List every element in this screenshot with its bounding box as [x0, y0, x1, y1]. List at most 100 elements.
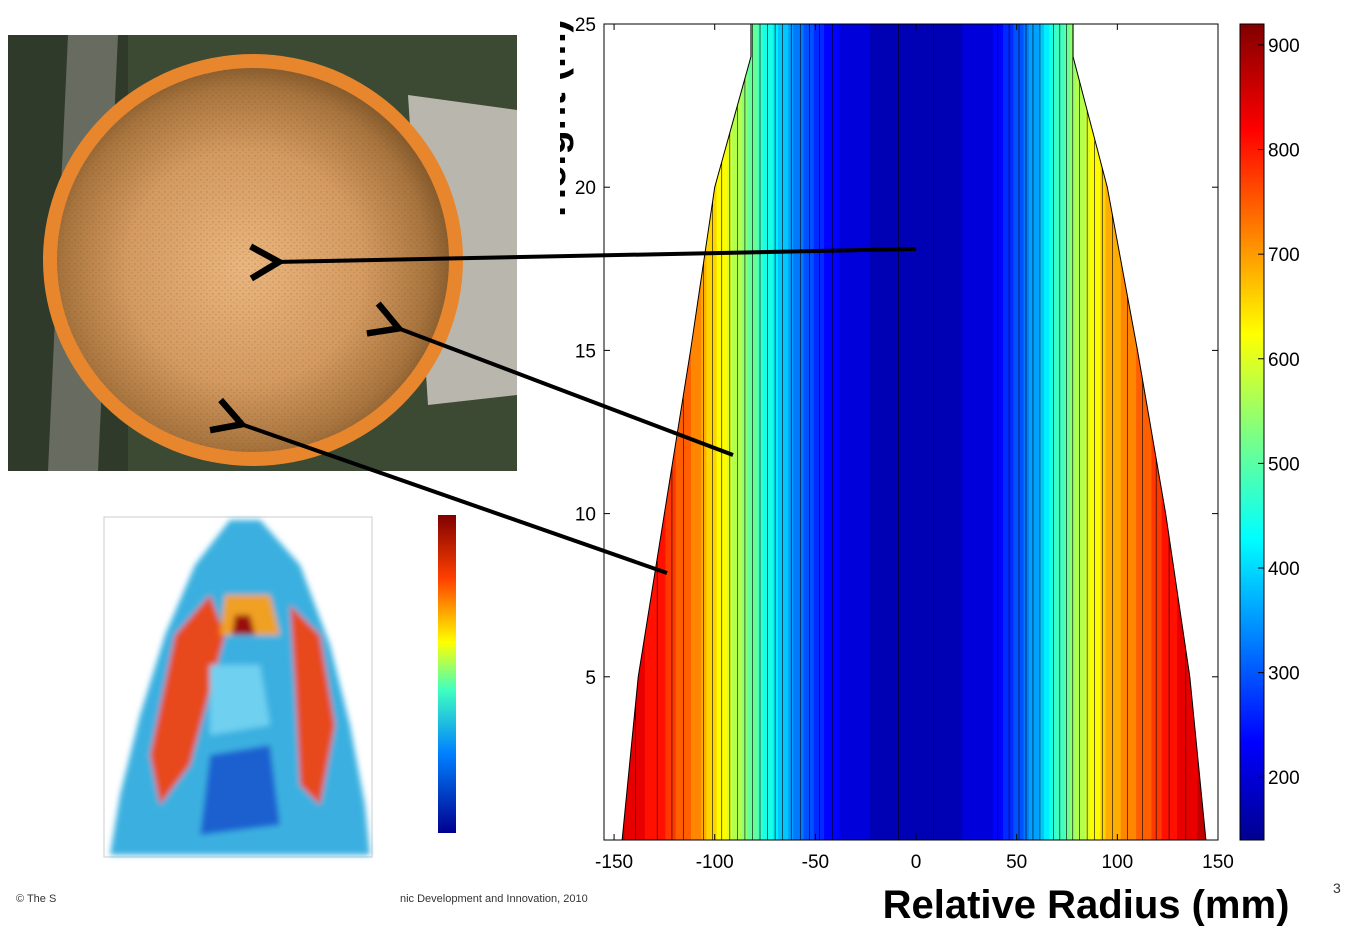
- contour-band: [967, 24, 973, 840]
- contour-band: [1003, 24, 1009, 840]
- contour-band: [1120, 24, 1127, 840]
- contour-band: [885, 24, 892, 840]
- x-axis-label: Relative Radius (mm): [883, 883, 1290, 926]
- contour-band: [972, 24, 979, 840]
- contour-band: [1084, 24, 1091, 840]
- y-tick-label: 5: [585, 668, 596, 689]
- contour-band: [813, 24, 820, 840]
- contour-band: [921, 24, 927, 840]
- contour-band: [957, 24, 963, 840]
- log-cross-section-photo: [8, 35, 517, 471]
- x-tick-label: 0: [911, 852, 922, 873]
- colorbar-tick-label: 900: [1268, 36, 1300, 57]
- contour-band: [1049, 24, 1055, 840]
- contour-band: [936, 24, 943, 840]
- contour-band: [793, 24, 800, 840]
- contour-band: [890, 24, 897, 840]
- contour-band: [864, 24, 871, 840]
- footer-source: nic Development and Innovation, 2010: [400, 893, 588, 905]
- contour-band: [900, 24, 907, 840]
- contour-band: [1018, 24, 1025, 840]
- contour-band: [798, 24, 805, 840]
- y-tick-label: 25: [575, 15, 596, 36]
- contour-band: [859, 24, 866, 840]
- contour-band: [1125, 24, 1132, 840]
- colorbar-tick-label: 500: [1268, 454, 1300, 475]
- contour-band: [752, 24, 759, 840]
- contour-band: [941, 24, 948, 840]
- contour-band: [982, 24, 989, 840]
- contour-band: [1115, 24, 1122, 840]
- y-tick-label: 20: [575, 178, 596, 199]
- x-tick-label: -150: [595, 852, 633, 873]
- contour-band: [946, 24, 953, 840]
- contour-band: [911, 24, 917, 840]
- contour-band: [905, 24, 912, 840]
- x-tick-label: 100: [1101, 852, 1133, 873]
- contour-band: [839, 24, 846, 840]
- x-tick-label: 50: [1006, 852, 1027, 873]
- contour-band: [1079, 24, 1086, 840]
- contour-band: [844, 24, 851, 840]
- main-contour-plot: -150 -100 -50 0 50 100 150 5 10 15 20 25 Relative …: [530, 0, 1320, 927]
- x-tick-label: 150: [1202, 852, 1234, 873]
- contour-band: [818, 24, 825, 840]
- contour-band: [1059, 24, 1066, 840]
- contour-band: [803, 24, 810, 840]
- footer-copyright: © The S: [16, 893, 57, 905]
- contour-band: [1064, 24, 1071, 840]
- stem-outline: [621, 23, 1207, 841]
- contour-band: [997, 24, 1004, 840]
- contour-band: [880, 24, 887, 840]
- contour-band: [1023, 24, 1030, 840]
- contour-band: [824, 24, 830, 840]
- x-tick-label: -100: [696, 852, 734, 873]
- contour-band: [854, 24, 861, 840]
- contour-band: [1100, 24, 1107, 840]
- contour-band: [1141, 24, 1147, 840]
- main-chart-svg: -150 -100 -50 0 50 100 150 5 10 15 20 25 Relative …: [530, 15, 1300, 927]
- contour-band: [849, 24, 856, 840]
- contour-band: [1013, 24, 1020, 840]
- contour-band: [1105, 24, 1112, 840]
- contour-band: [829, 24, 835, 840]
- contour-band: [777, 24, 784, 840]
- contour-band: [931, 24, 938, 840]
- contour-band: [834, 24, 840, 840]
- y-tick-label: 10: [575, 505, 596, 526]
- y-tick-label: 15: [575, 341, 596, 362]
- contour-band: [926, 24, 933, 840]
- contour-band: [1131, 24, 1137, 840]
- contour-band: [1008, 24, 1014, 840]
- contour-band: [772, 24, 779, 840]
- contour-band: [1038, 24, 1045, 840]
- contour-band: [916, 24, 922, 840]
- contour-band: [767, 24, 774, 840]
- colorbar-tick-label: 200: [1268, 768, 1300, 789]
- contour-band: [762, 24, 769, 840]
- contour-band: [992, 24, 999, 840]
- contour-band: [1074, 24, 1081, 840]
- contour-band: [1110, 24, 1117, 840]
- contour-band: [808, 24, 815, 840]
- contour-band: [1095, 24, 1101, 840]
- contour-band: [1146, 24, 1153, 840]
- contour-band: [1028, 24, 1035, 840]
- inset-contour-thumbnail: [60, 505, 480, 865]
- contour-band: [987, 24, 994, 840]
- contour-band: [737, 24, 743, 840]
- contour-band: [1054, 24, 1060, 840]
- colorbar-tick-label: 300: [1268, 664, 1300, 685]
- log-photo-svg: [8, 35, 517, 471]
- contour-band: [757, 24, 764, 840]
- inset-svg: [103, 515, 456, 858]
- contour-band: [783, 24, 789, 840]
- x-axis-ticks: -150 -100 -50 0 50 100 150: [595, 24, 1234, 873]
- contour-band: [1136, 24, 1142, 840]
- colorbar-tick-label: 600: [1268, 350, 1300, 371]
- colorbar-tick-label: 800: [1268, 141, 1300, 162]
- page-number: 3: [1333, 880, 1341, 896]
- contour-band: [977, 24, 984, 840]
- contour-band: [951, 24, 958, 840]
- contour-band: [731, 24, 738, 840]
